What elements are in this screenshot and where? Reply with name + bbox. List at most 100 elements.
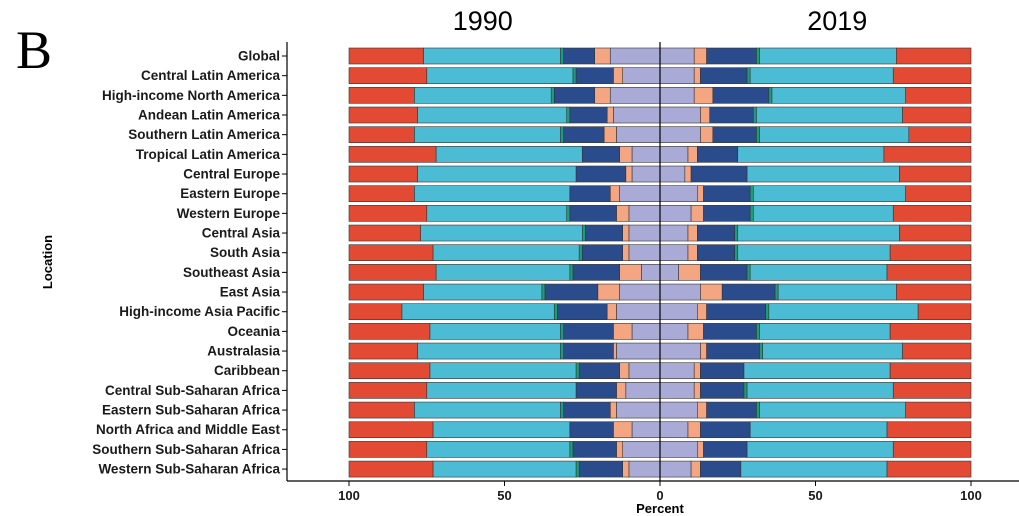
bar-left-14-segment-4	[429, 323, 561, 340]
bar-left-13-segment-1	[606, 303, 617, 321]
bar-right-11-segment-5	[886, 264, 972, 281]
bar-left-1-segment-4	[426, 67, 574, 84]
bar-left-16-segment-3	[575, 362, 580, 380]
bar-left-18-segment-2	[563, 401, 611, 419]
bar-right-7-segment-0	[659, 185, 698, 202]
bar-right-9-segment-1	[687, 224, 698, 242]
x-tick-label: 100	[338, 488, 360, 503]
bar-right-20-segment-4	[746, 441, 894, 458]
bar-left-8-segment-1	[616, 205, 630, 222]
bar-left-19-segment-4	[432, 421, 571, 439]
bar-right-6-segment-0	[659, 165, 686, 183]
bar-left-12-segment-3	[541, 283, 546, 301]
bar-right-15-segment-1	[700, 342, 707, 360]
bar-left-9-segment-0	[628, 224, 661, 242]
bar-left-4-segment-1	[603, 126, 617, 143]
bar-right-2-segment-3	[768, 87, 773, 104]
category-label: South Asia	[210, 245, 280, 260]
bar-right-9-segment-4	[737, 224, 900, 242]
bar-left-2-segment-4	[414, 87, 552, 104]
bar-left-7-segment-1	[609, 185, 620, 202]
bar-left-6-segment-0	[631, 165, 661, 183]
bar-right-13-segment-3	[765, 303, 770, 321]
x-tick-label: 50	[808, 488, 822, 503]
category-label: East Asia	[220, 285, 281, 300]
bar-right-9-segment-3	[734, 224, 739, 242]
bar-right-11-segment-1	[678, 264, 701, 281]
bar-right-21-segment-2	[700, 460, 742, 478]
bar-right-13-segment-4	[768, 303, 919, 321]
bar-left-7-segment-4	[414, 185, 571, 202]
bar-left-14-segment-2	[563, 323, 614, 340]
bar-left-15-segment-0	[616, 342, 661, 360]
bar-left-0-segment-0	[609, 47, 661, 65]
bar-left-9-segment-3	[581, 224, 586, 242]
bar-right-5-segment-0	[659, 146, 689, 163]
bar-right-21-segment-4	[740, 460, 888, 478]
panel-title-right: 2019	[807, 6, 867, 36]
category-label: Central Europe	[183, 167, 280, 182]
bar-left-17-segment-5	[348, 382, 428, 399]
bar-right-15-segment-2	[706, 342, 760, 360]
bar-left-15-segment-3	[560, 342, 564, 360]
bar-left-6-segment-5	[348, 165, 418, 183]
bar-right-13-segment-1	[697, 303, 707, 321]
bar-right-16-segment-5	[889, 362, 972, 380]
category-label: Central Sub-Saharan Africa	[105, 383, 281, 398]
x-tick-label: 100	[960, 488, 982, 503]
category-label: North Africa and Middle East	[96, 422, 281, 437]
bar-left-2-segment-2	[553, 87, 595, 104]
bar-left-11-segment-2	[572, 264, 620, 281]
bar-right-6-segment-5	[899, 165, 972, 183]
bar-left-10-segment-2	[581, 244, 623, 261]
x-axis-title: Percent	[636, 501, 684, 516]
bar-left-15-segment-5	[348, 342, 418, 360]
bar-right-9-segment-2	[697, 224, 735, 242]
bar-left-1-segment-5	[348, 67, 428, 84]
bar-left-14-segment-0	[631, 323, 661, 340]
bar-right-3-segment-1	[700, 106, 711, 124]
bar-right-18-segment-5	[905, 401, 972, 419]
bar-right-12-segment-1	[700, 283, 723, 301]
bar-left-5-segment-1	[619, 146, 633, 163]
bar-left-19-segment-1	[613, 421, 633, 439]
category-label: High-income North America	[102, 88, 281, 103]
bar-left-15-segment-1	[613, 342, 617, 360]
bar-left-2-segment-3	[550, 87, 555, 104]
bar-right-17-segment-3	[743, 382, 748, 399]
bar-left-11-segment-5	[348, 264, 437, 281]
bar-right-21-segment-5	[886, 460, 972, 478]
bar-left-3-segment-5	[348, 106, 418, 124]
bar-left-18-segment-1	[609, 401, 617, 419]
bar-left-9-segment-2	[585, 224, 623, 242]
bar-right-0-segment-1	[693, 47, 707, 65]
bar-right-2-segment-5	[905, 87, 972, 104]
bar-left-20-segment-5	[348, 441, 428, 458]
bar-right-15-segment-4	[762, 342, 903, 360]
bar-right-9-segment-0	[659, 224, 689, 242]
bar-right-3-segment-0	[659, 106, 701, 124]
category-label: High-income Asia Pacific	[119, 304, 280, 319]
bar-left-20-segment-0	[622, 441, 661, 458]
bar-right-12-segment-4	[777, 283, 897, 301]
bar-left-19-segment-5	[348, 421, 434, 439]
bar-right-10-segment-0	[659, 244, 689, 261]
bar-left-20-segment-2	[572, 441, 617, 458]
bar-left-15-segment-2	[563, 342, 614, 360]
category-label: Tropical Latin America	[136, 147, 281, 162]
bar-left-3-segment-0	[613, 106, 661, 124]
bar-left-5-segment-2	[581, 146, 620, 163]
bar-right-17-segment-1	[693, 382, 701, 399]
bar-left-3-segment-2	[569, 106, 608, 124]
bar-right-10-segment-4	[737, 244, 891, 261]
bar-right-5-segment-5	[883, 146, 972, 163]
panel-letter: B	[16, 20, 52, 80]
bar-right-4-segment-5	[908, 126, 972, 143]
bar-left-13-segment-3	[553, 303, 558, 321]
bar-left-0-segment-5	[348, 47, 424, 65]
bar-left-18-segment-4	[414, 401, 561, 419]
bar-right-10-segment-2	[697, 244, 735, 261]
category-label: Andean Latin America	[138, 108, 281, 123]
bar-right-5-segment-2	[697, 146, 739, 163]
